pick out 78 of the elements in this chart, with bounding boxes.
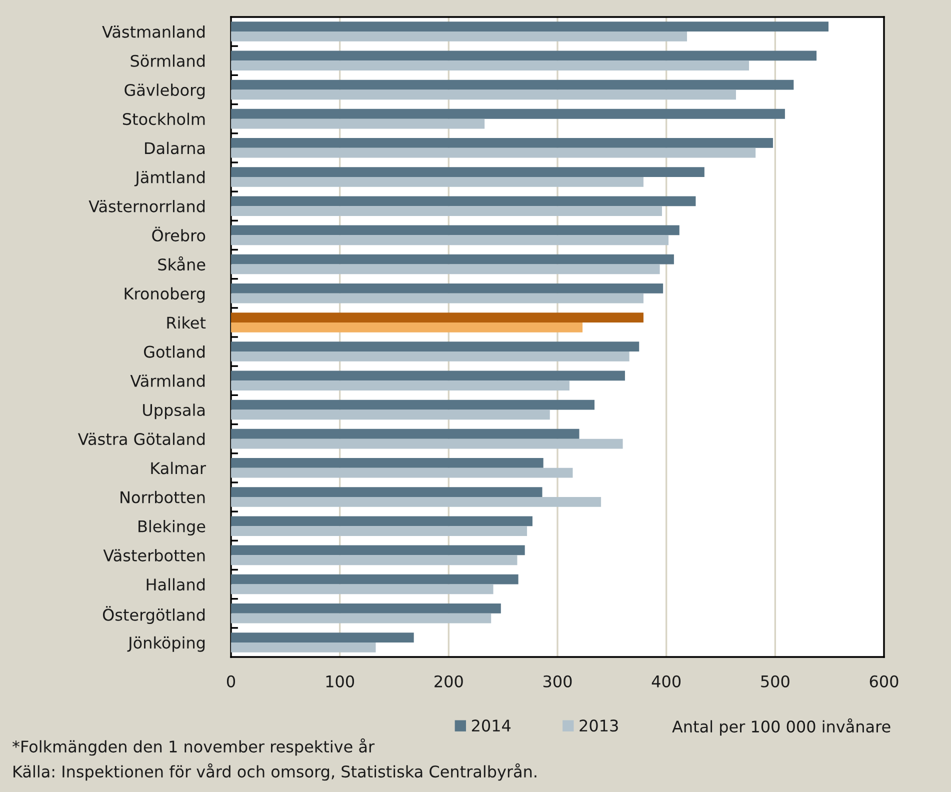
bar [231, 438, 623, 449]
bar [231, 118, 485, 129]
y-tick-label: Östergötland [102, 606, 205, 624]
y-tick-label: Stockholm [122, 112, 205, 126]
y-tick-label: Örebro [152, 226, 206, 242]
x-tick-label: 600 [870, 675, 898, 688]
y-tick-label: Västmanland [102, 25, 205, 38]
bar [231, 400, 595, 410]
y-tick-label: Skåne [158, 256, 206, 271]
bar [231, 487, 542, 497]
bar [231, 235, 669, 246]
y-tick-label: Blekinge [138, 520, 206, 536]
y-tick-label: Halland [146, 578, 205, 591]
bar [231, 22, 828, 32]
bar [231, 584, 494, 594]
y-tick-label: Riket [167, 316, 206, 329]
bar [231, 428, 580, 439]
bar [231, 380, 570, 391]
y-tick-label: Västerbotten [103, 549, 205, 562]
y-tick-label: Kalmar [151, 462, 206, 474]
bar [231, 293, 644, 304]
bar [231, 370, 625, 381]
y-tick-label: Dalarna [145, 142, 205, 154]
x-tick-label: 0 [226, 675, 236, 688]
y-tick-label: Sörmland [130, 54, 205, 67]
y-tick-label: Västernorrland [88, 200, 205, 212]
y-tick-label: Norrbotten [120, 490, 205, 504]
bar [231, 148, 756, 158]
bar [231, 167, 704, 177]
bar [231, 526, 528, 536]
y-tick-label: Västra Götaland [78, 432, 205, 446]
bar [231, 264, 660, 274]
legend-label: 2013 [580, 720, 618, 732]
bar [231, 352, 630, 362]
y-tick-label: Värmland [130, 374, 205, 387]
bar [231, 516, 532, 526]
bar [231, 177, 644, 187]
x-axis-title: Antal per 100 000 invånare [672, 718, 890, 736]
bar [231, 458, 544, 468]
bar [231, 283, 664, 294]
x-tick-label: 300 [543, 675, 572, 688]
bar [231, 32, 688, 42]
bar [231, 555, 518, 566]
bar [231, 90, 736, 100]
bar [231, 254, 674, 264]
bar [231, 60, 750, 71]
bar [231, 468, 573, 478]
x-tick-label: 200 [434, 675, 463, 688]
y-tick-label: Kronoberg [124, 287, 205, 303]
y-tick-label: Uppsala [143, 404, 205, 420]
bar [231, 632, 414, 642]
bar [231, 80, 794, 90]
y-tick-label: Jämtland [134, 170, 205, 186]
bar [231, 138, 773, 148]
bar [231, 342, 640, 352]
x-tick-label: 500 [761, 675, 790, 688]
y-tick-label: Jönköping [127, 636, 205, 652]
bar [231, 225, 680, 236]
legend-label: 2014 [472, 720, 511, 732]
text: Källa: Inspektionen för vård och omsorg, Statistiska Centralbyrån. [14, 763, 536, 781]
bar [231, 206, 662, 216]
x-tick-label: 100 [326, 675, 354, 688]
bar [231, 545, 525, 556]
bar [231, 108, 785, 119]
y-tick-label: Gotland [144, 345, 205, 358]
bar [231, 322, 583, 332]
bar [231, 574, 518, 584]
bar [231, 410, 550, 420]
bar [231, 497, 602, 507]
bar [231, 50, 817, 61]
bar [231, 312, 644, 322]
text: *Folkmängden den 1 november respektive år [12, 738, 375, 756]
x-tick-label: 400 [652, 675, 681, 688]
y-tick-label: Gävleborg [124, 84, 205, 100]
bar [231, 603, 501, 614]
bar [231, 642, 376, 652]
bar [231, 613, 492, 624]
bar [231, 196, 696, 206]
